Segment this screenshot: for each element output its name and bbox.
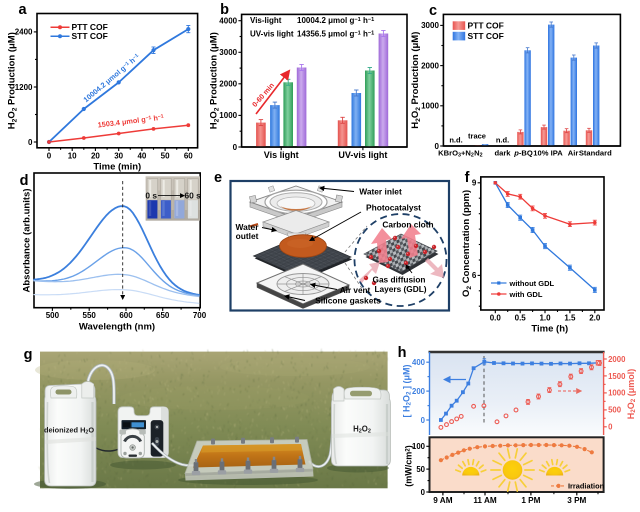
svg-text:60: 60 — [184, 151, 193, 160]
svg-text:500: 500 — [46, 311, 60, 320]
svg-text:KBrO3+N2: KBrO3+N2 — [438, 149, 474, 159]
svg-text:40: 40 — [137, 151, 146, 160]
svg-text:3 PM: 3 PM — [567, 496, 586, 505]
svg-text:2.0: 2.0 — [589, 314, 601, 323]
svg-text:without GDL: without GDL — [509, 279, 555, 288]
svg-text:0.5: 0.5 — [515, 314, 527, 323]
svg-text:0: 0 — [47, 151, 52, 160]
svg-text:O2 Concentration (ppm): O2 Concentration (ppm) — [461, 190, 473, 297]
svg-text:50: 50 — [416, 465, 425, 474]
svg-text:1 PM: 1 PM — [521, 496, 540, 505]
svg-text:dark: dark — [494, 149, 511, 158]
svg-text:700: 700 — [193, 311, 207, 320]
svg-text:600: 600 — [119, 311, 133, 320]
svg-text:Time (min): Time (min) — [93, 161, 141, 172]
svg-text:11 AM: 11 AM — [473, 496, 497, 505]
svg-text:PTT COF: PTT COF — [468, 21, 504, 31]
svg-text:Vis-light: Vis-light — [250, 16, 282, 25]
svg-text:0: 0 — [233, 143, 238, 152]
svg-text:60 s: 60 s — [184, 190, 201, 200]
svg-text:Air: Air — [568, 149, 579, 158]
svg-text:0: 0 — [608, 423, 613, 432]
svg-text:Standard: Standard — [579, 149, 612, 158]
svg-text:9: 9 — [472, 179, 477, 188]
svg-text:2000: 2000 — [421, 61, 439, 70]
svg-text:3000: 3000 — [219, 48, 237, 57]
svg-text:d: d — [20, 173, 29, 189]
svg-text:n.d.: n.d. — [449, 136, 462, 145]
svg-text:20: 20 — [91, 151, 100, 160]
svg-text:n.d.: n.d. — [496, 136, 509, 145]
svg-text:6: 6 — [472, 271, 477, 280]
svg-text:e: e — [214, 170, 222, 186]
svg-text:H2O2 Production (μM): H2O2 Production (μM) — [209, 32, 221, 129]
svg-text:0.0: 0.0 — [490, 314, 502, 323]
svg-text:Water inlet: Water inlet — [359, 187, 402, 197]
svg-text:Vis light: Vis light — [264, 150, 299, 160]
svg-text:1000: 1000 — [219, 111, 237, 120]
svg-text:50: 50 — [161, 151, 170, 160]
svg-text:30: 30 — [114, 151, 123, 160]
svg-text:100: 100 — [412, 442, 426, 451]
svg-text:400: 400 — [412, 358, 426, 367]
svg-text:f: f — [465, 170, 470, 186]
svg-text:0: 0 — [28, 138, 33, 147]
svg-text:Irradiation: Irradiation — [568, 481, 605, 490]
svg-text:H2O2 Production (μM): H2O2 Production (μM) — [7, 32, 19, 129]
svg-text:10% IPA: 10% IPA — [533, 149, 563, 158]
svg-text:g: g — [24, 347, 33, 363]
svg-text:1.0: 1.0 — [539, 314, 551, 323]
svg-text:H2O2 Production (μM): H2O2 Production (μM) — [410, 32, 422, 129]
svg-text:trace: trace — [468, 132, 486, 141]
svg-text:Photocatalyst: Photocatalyst — [366, 203, 421, 213]
svg-text:STT COF: STT COF — [468, 31, 504, 41]
svg-text:9 AM: 9 AM — [433, 496, 452, 505]
svg-text:200: 200 — [412, 387, 426, 396]
svg-text:Carbon cloth: Carbon cloth — [382, 220, 433, 230]
svg-text:1.5: 1.5 — [564, 314, 576, 323]
svg-text:[ H2O2 ] (μM): [ H2O2 ] (μM) — [402, 364, 413, 417]
svg-text:h: h — [398, 345, 407, 361]
svg-text:500: 500 — [608, 406, 622, 415]
svg-text:1500: 1500 — [608, 372, 626, 381]
svg-text:10004.2 μmol g−1 h−1: 10004.2 μmol g−1 h−1 — [297, 16, 374, 25]
svg-text:Silicone gaskets: Silicone gaskets — [315, 296, 381, 306]
svg-text:14356.5 μmol g−1 h−1: 14356.5 μmol g−1 h−1 — [297, 30, 374, 39]
svg-text:1000: 1000 — [421, 102, 439, 111]
svg-text:UV-vis light: UV-vis light — [250, 30, 294, 39]
svg-text:Wavelength (nm): Wavelength (nm) — [79, 322, 155, 333]
svg-text:3000: 3000 — [421, 21, 439, 30]
svg-text:1000: 1000 — [608, 389, 626, 398]
svg-text:550: 550 — [83, 311, 97, 320]
svg-text:a: a — [18, 2, 27, 18]
svg-text:Air vent: Air vent — [340, 286, 371, 295]
svg-text:0 s: 0 s — [145, 190, 157, 200]
svg-text:0: 0 — [421, 416, 426, 425]
svg-text:outlet: outlet — [236, 231, 259, 241]
svg-text:10: 10 — [68, 151, 77, 160]
svg-text:with GDL: with GDL — [509, 290, 543, 299]
svg-text:p-BQ: p-BQ — [513, 149, 533, 158]
svg-text:0: 0 — [421, 488, 426, 497]
svg-text:Absorbance (arb.units): Absorbance (arb.units) — [22, 189, 33, 293]
svg-text:650: 650 — [156, 311, 170, 320]
svg-text:Time (h): Time (h) — [531, 324, 568, 335]
svg-text:Layers (GDL): Layers (GDL) — [374, 284, 426, 294]
svg-text:2000: 2000 — [219, 80, 237, 89]
svg-text:STT COF: STT COF — [72, 31, 108, 41]
svg-text:UV-vis light: UV-vis light — [338, 150, 387, 160]
svg-text:4000: 4000 — [219, 17, 237, 26]
svg-text:Gas diffusion: Gas diffusion — [372, 275, 425, 285]
svg-text:2000: 2000 — [608, 355, 626, 364]
svg-text:c: c — [429, 3, 437, 19]
